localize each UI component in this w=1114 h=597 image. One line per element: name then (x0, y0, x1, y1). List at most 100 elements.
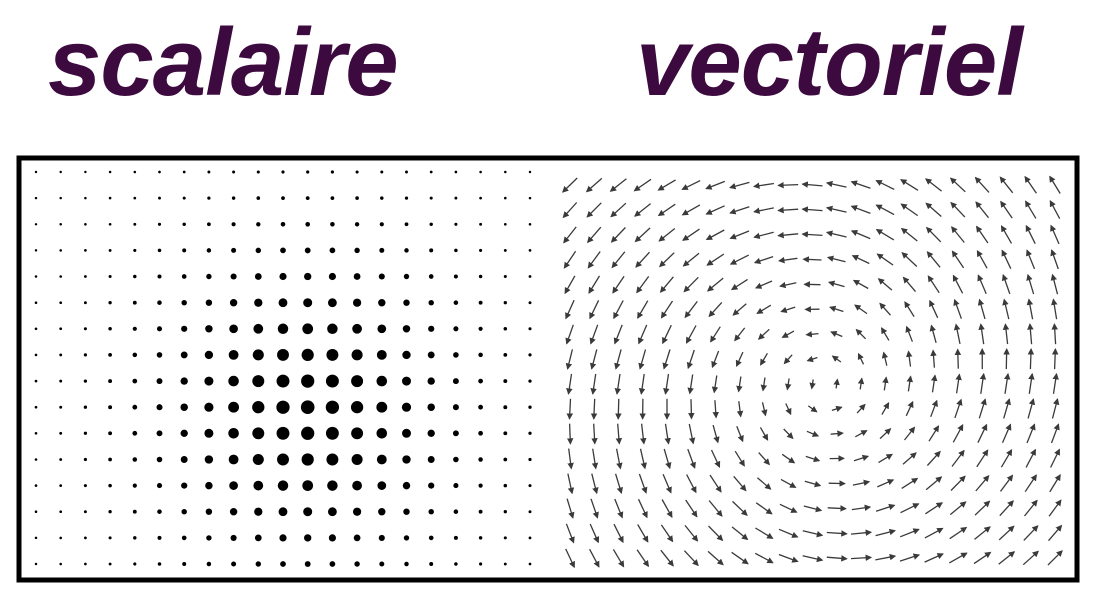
vector-arrow (853, 454, 870, 462)
vector-arrow (851, 255, 870, 265)
vector-arrow (562, 202, 578, 219)
scalar-dot (352, 323, 362, 334)
scalar-dot (156, 378, 163, 385)
scalar-dot (479, 562, 483, 566)
vector-arrow (925, 178, 942, 192)
vector-arrow (974, 176, 990, 193)
vector-arrow (1049, 473, 1061, 493)
vector-arrow (779, 503, 798, 513)
vector-arrow (852, 479, 871, 486)
scalar-dot (181, 535, 187, 541)
vector-arrow (708, 301, 723, 318)
vector-arrow (687, 448, 696, 469)
vector-arrow (566, 398, 574, 420)
vector-arrow (949, 501, 967, 516)
scalar-dot (207, 222, 211, 227)
vector-arrow (926, 251, 941, 268)
vector-arrow (562, 177, 578, 193)
vector-arrow (566, 498, 575, 519)
scalar-dot (528, 484, 532, 488)
scalar-dot (181, 299, 187, 306)
scalar-dot (503, 536, 507, 540)
vector-arrow (660, 549, 674, 567)
scalar-dot (34, 170, 38, 174)
scalar-dot (377, 324, 387, 334)
vector-arrow (877, 278, 893, 291)
vector-arrow (925, 226, 942, 243)
scalar-dot (252, 375, 265, 388)
vector-arrow (633, 178, 652, 192)
scalar-dot (277, 348, 289, 361)
scalar-dot (478, 274, 483, 279)
scalar-dot (59, 301, 63, 305)
scalar-dot (528, 562, 532, 566)
scalar-dot (403, 508, 410, 515)
scalar-dot (59, 510, 63, 514)
vector-arrow (905, 350, 913, 367)
scalar-dot (205, 481, 213, 490)
vector-arrow (1000, 200, 1013, 219)
scalar-dot (429, 248, 434, 253)
scalar-dot (403, 299, 410, 306)
scalar-dot (427, 429, 435, 437)
scalar-dot (133, 196, 137, 200)
vector-arrow (736, 401, 744, 418)
vector-arrow (657, 179, 676, 191)
vector-arrow (586, 226, 602, 244)
vector-arrow (614, 473, 623, 495)
vector-arrow (756, 477, 772, 490)
vector-arrow (1050, 224, 1060, 245)
vector-arrow (705, 180, 726, 190)
scalar-dot (379, 561, 385, 567)
vector-arrow (901, 251, 918, 267)
vector-arrow (759, 427, 769, 441)
vector-arrow (904, 301, 915, 317)
scalar-dot (478, 300, 483, 305)
scalar-dot (228, 349, 239, 360)
vector-arrow (882, 376, 889, 391)
vector-arrow (975, 225, 989, 244)
scalar-dot (304, 272, 312, 281)
vector-arrow (638, 473, 648, 494)
vector-arrow (688, 399, 695, 420)
scalar-dot (528, 379, 532, 383)
scalar-dot (108, 248, 112, 252)
vector-arrow (804, 480, 822, 488)
vector-arrow (590, 398, 598, 420)
vector-arrow (825, 205, 847, 213)
vector-arrow (930, 399, 938, 418)
scalar-dot (401, 402, 412, 412)
scalar-dot (453, 274, 458, 279)
vector-arrow (951, 449, 965, 467)
vector-arrow (1052, 372, 1059, 394)
scalar-dot (479, 222, 483, 226)
scalar-dot (59, 223, 62, 226)
scalar-dot (427, 351, 435, 359)
scalar-dot (231, 247, 237, 253)
vector-arrow (681, 204, 701, 216)
scalar-dot (108, 301, 112, 305)
vector-arrow (614, 349, 622, 370)
vector-arrow (636, 549, 650, 568)
vector-arrow (778, 528, 799, 538)
vector-arrow (753, 207, 774, 214)
vector-arrow (785, 403, 792, 416)
scalar-dot (301, 426, 315, 440)
scalar-dot (427, 456, 435, 463)
scalar-dot (376, 375, 388, 387)
scalar-dot (379, 247, 385, 253)
scalar-dot (34, 275, 38, 278)
vector-arrow (712, 400, 719, 419)
scalar-dot (304, 534, 312, 542)
vector-arrow (807, 405, 818, 413)
scalar-dot (156, 352, 163, 358)
scalar-dot (302, 480, 314, 491)
vector-arrow (1003, 372, 1011, 394)
scalar-dot (34, 536, 38, 540)
vector-arrow (875, 528, 896, 537)
vector-arrow (729, 230, 750, 240)
vector-arrow (709, 474, 722, 493)
scalar-dot (59, 405, 63, 409)
scalar-dot (228, 454, 239, 465)
scalar-dot (83, 484, 87, 488)
